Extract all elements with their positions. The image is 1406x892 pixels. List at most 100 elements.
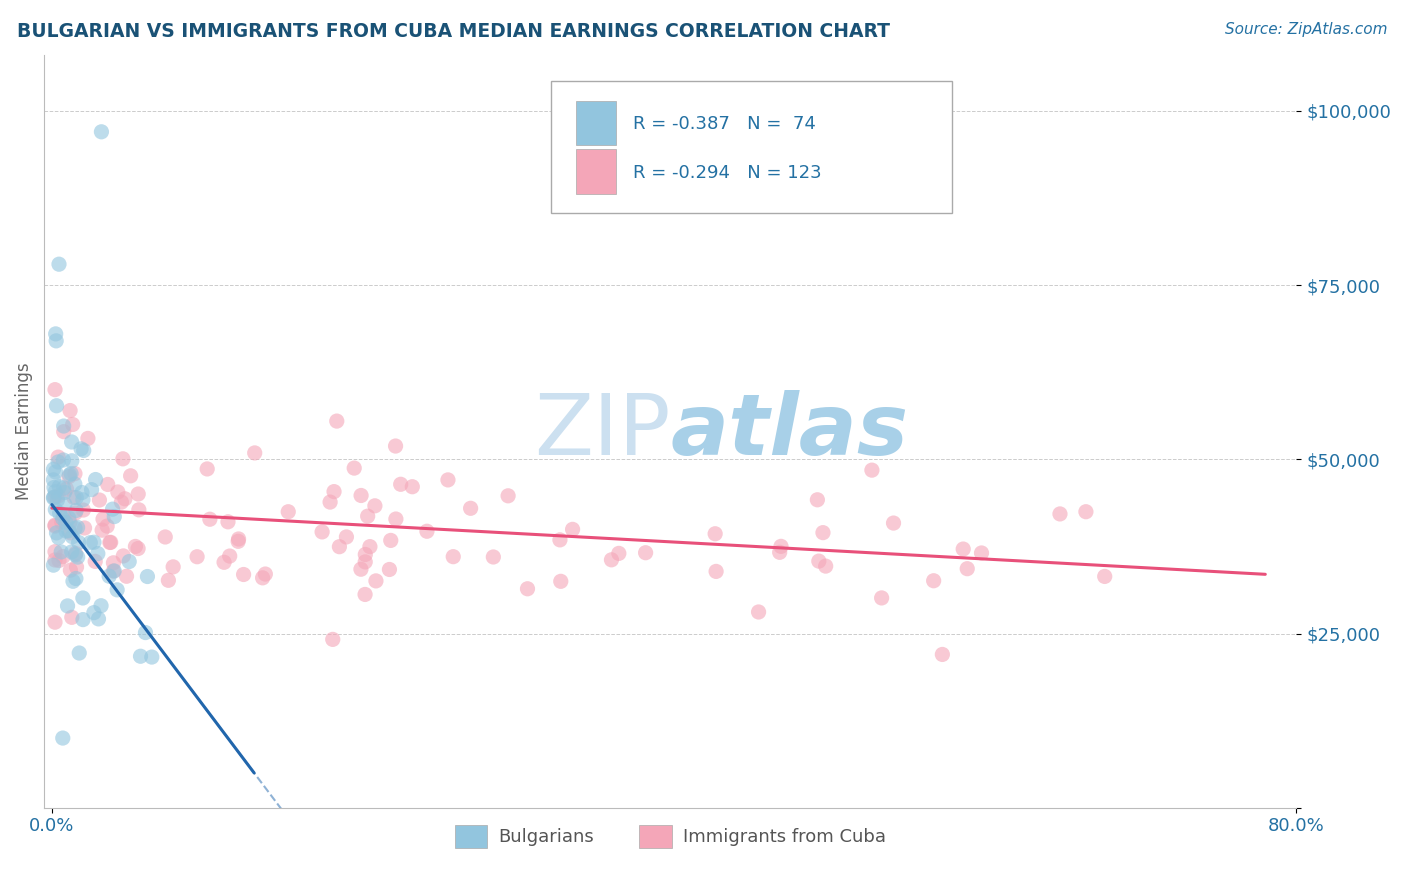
Point <box>326 414 349 428</box>
Point <box>496 489 519 503</box>
Point <box>136 569 159 583</box>
Point <box>1074 505 1097 519</box>
Point <box>52 511 75 525</box>
Point <box>870 591 893 605</box>
Point <box>60 467 83 481</box>
Point <box>52 508 75 523</box>
Point <box>118 555 141 569</box>
Point <box>51 545 73 559</box>
Point <box>52 731 75 745</box>
Point <box>769 540 792 554</box>
Point <box>87 547 110 561</box>
Point <box>79 535 101 549</box>
Point <box>73 521 96 535</box>
Y-axis label: Median Earnings: Median Earnings <box>15 363 32 500</box>
Point <box>55 482 77 496</box>
Point <box>44 484 66 499</box>
Point <box>634 546 657 560</box>
Point <box>59 403 82 417</box>
Point <box>607 546 630 560</box>
Point <box>51 515 73 529</box>
Point <box>44 502 66 516</box>
Point <box>103 564 125 578</box>
Point <box>55 524 77 538</box>
Point <box>328 540 350 554</box>
Point <box>60 545 83 559</box>
Point <box>103 509 125 524</box>
Point <box>44 544 66 558</box>
Point <box>550 574 572 589</box>
Point <box>63 477 86 491</box>
Point <box>922 574 945 588</box>
Point <box>350 488 373 502</box>
Point <box>84 554 107 568</box>
Text: BULGARIAN VS IMMIGRANTS FROM CUBA MEDIAN EARNINGS CORRELATION CHART: BULGARIAN VS IMMIGRANTS FROM CUBA MEDIAN… <box>17 22 890 41</box>
Point <box>44 383 66 397</box>
FancyBboxPatch shape <box>576 149 616 194</box>
Point <box>134 625 156 640</box>
Point <box>952 542 974 557</box>
Point <box>44 518 66 533</box>
Point <box>129 649 152 664</box>
Point <box>806 492 828 507</box>
Point <box>110 495 132 509</box>
Point <box>46 489 69 503</box>
Point <box>704 565 727 579</box>
Point <box>58 469 80 483</box>
Point <box>91 523 114 537</box>
Point <box>72 503 94 517</box>
Point <box>115 569 138 583</box>
Point <box>87 612 110 626</box>
Point <box>53 485 76 500</box>
Point <box>65 491 87 505</box>
Point <box>42 473 65 487</box>
Point <box>59 516 82 530</box>
Point <box>72 492 94 507</box>
Point <box>89 493 111 508</box>
Point <box>45 399 67 413</box>
Point <box>65 572 87 586</box>
Point <box>561 522 583 536</box>
Point <box>228 532 250 546</box>
Point <box>212 555 235 569</box>
Point <box>63 521 86 535</box>
Point <box>311 524 333 539</box>
Point <box>70 442 93 456</box>
Point <box>748 605 770 619</box>
Point <box>48 506 70 520</box>
Point <box>343 461 366 475</box>
Point <box>60 454 83 468</box>
Point <box>100 535 122 549</box>
Point <box>48 257 70 271</box>
Point <box>105 582 128 597</box>
Point <box>128 503 150 517</box>
Text: R = -0.294   N = 123: R = -0.294 N = 123 <box>633 163 821 182</box>
Point <box>460 501 482 516</box>
Point <box>814 559 837 574</box>
Point <box>114 491 136 506</box>
Point <box>112 549 135 563</box>
Point <box>252 571 274 585</box>
Point <box>441 549 464 564</box>
Point <box>956 562 979 576</box>
Point <box>60 435 83 450</box>
FancyBboxPatch shape <box>576 101 616 145</box>
Point <box>58 468 80 483</box>
Point <box>323 484 346 499</box>
Point <box>62 574 84 589</box>
Point <box>811 525 834 540</box>
Point <box>384 439 406 453</box>
Point <box>48 480 70 494</box>
Point <box>127 487 149 501</box>
Point <box>195 462 218 476</box>
Point <box>42 491 65 505</box>
Point <box>44 553 66 567</box>
Point <box>98 535 121 549</box>
Point <box>103 556 125 570</box>
FancyBboxPatch shape <box>551 81 952 213</box>
Point <box>1094 569 1116 583</box>
Text: atlas: atlas <box>671 390 908 473</box>
Point <box>103 564 125 578</box>
Point <box>155 530 177 544</box>
Point <box>380 533 402 548</box>
